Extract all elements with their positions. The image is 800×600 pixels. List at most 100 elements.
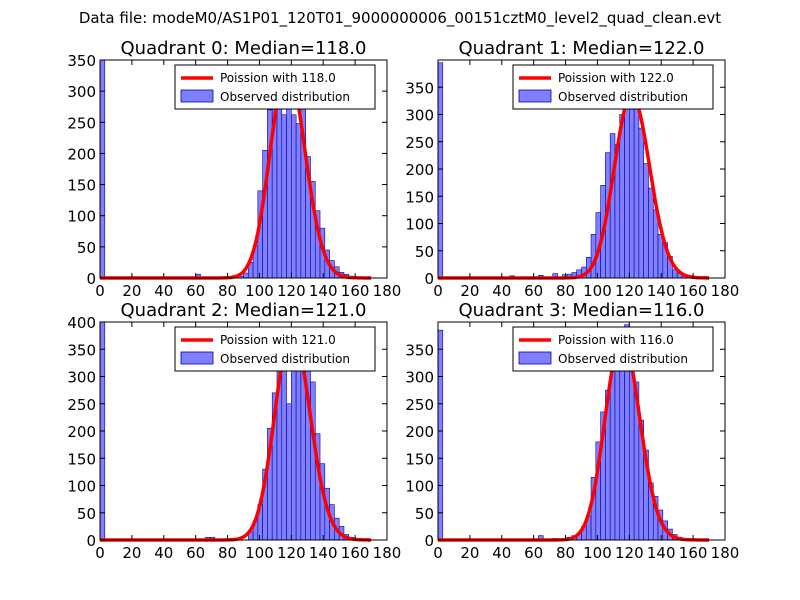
- y-tick-label: 350: [67, 341, 96, 359]
- x-tick-label: 80: [556, 544, 575, 562]
- x-tick-label: 140: [647, 544, 676, 562]
- subplot-quadrant-3: Quadrant 3: Median=116.00 20 40 60 80 100 120 1…: [405, 300, 739, 562]
- x-tick-label: 120: [615, 282, 644, 300]
- legend: Poission with 116.0 Observed distribution: [512, 326, 714, 372]
- y-tick-label: 0: [86, 270, 96, 288]
- legend-label-poisson: Poission with 122.0: [558, 71, 674, 85]
- histogram-bar: [437, 62, 444, 279]
- x-tick-label: 20: [122, 282, 141, 300]
- histogram-bar: [657, 234, 664, 279]
- x-tick-label: 0: [433, 544, 443, 562]
- x-tick-label: 120: [615, 544, 644, 562]
- y-tick-label: 50: [77, 505, 96, 523]
- subplot-quadrant-2: Quadrant 2: Median=121.00 20 40 60 80 100 120 1…: [67, 300, 401, 562]
- histogram-bar: [629, 370, 635, 541]
- histogram-bar: [295, 354, 302, 541]
- y-tick-label: 50: [415, 243, 434, 261]
- x-tick-label: 20: [122, 544, 141, 562]
- legend: Poission with 121.0 Observed distribution: [174, 326, 376, 372]
- legend-label-observed: Observed distribution: [558, 90, 688, 104]
- histogram-bar: [624, 103, 630, 279]
- y-tick-label: 150: [67, 450, 96, 468]
- x-tick-label: 160: [341, 282, 370, 300]
- x-tick-label: 60: [186, 544, 205, 562]
- y-tick-label: 150: [405, 188, 434, 206]
- histogram-bar: [638, 127, 644, 279]
- y-tick-label: 150: [67, 177, 96, 195]
- y-tick-label: 100: [405, 216, 434, 234]
- x-tick-label: 40: [154, 544, 173, 562]
- y-tick-label: 350: [67, 52, 96, 70]
- histogram-bar: [243, 272, 249, 279]
- x-tick-label: 160: [679, 544, 708, 562]
- y-tick-label: 200: [67, 423, 96, 441]
- histogram-bar: [648, 187, 654, 279]
- legend-bar-swatch: [518, 351, 552, 365]
- x-tick-label: 160: [679, 282, 708, 300]
- legend-label-poisson: Poission with 118.0: [220, 71, 336, 85]
- legend-label-observed: Observed distribution: [558, 352, 688, 366]
- x-tick-label: 180: [373, 282, 402, 300]
- x-tick-label: 0: [433, 282, 443, 300]
- y-tick-label: 300: [405, 369, 434, 387]
- y-tick-label: 0: [86, 532, 96, 550]
- subplot-title: Quadrant 1: Median=122.0: [459, 38, 705, 59]
- x-tick-label: 140: [647, 282, 676, 300]
- y-tick-label: 250: [405, 396, 434, 414]
- y-tick-label: 100: [67, 478, 96, 496]
- figure-title: Data file: modeM0/AS1P01_120T01_90000000…: [78, 9, 722, 27]
- subplot-quadrant-1: Quadrant 1: Median=122.00 20 40 60 80 100 120 1…: [405, 38, 739, 300]
- x-tick-label: 20: [460, 282, 479, 300]
- y-tick-label: 100: [405, 478, 434, 496]
- x-tick-label: 20: [460, 544, 479, 562]
- subplot-title: Quadrant 2: Median=121.0: [121, 300, 367, 321]
- histogram-bar: [619, 370, 625, 541]
- x-tick-label: 100: [583, 282, 612, 300]
- y-tick-label: 100: [67, 208, 96, 226]
- legend-label-observed: Observed distribution: [220, 90, 350, 104]
- legend-bar-swatch: [518, 89, 552, 103]
- y-tick-label: 250: [67, 114, 96, 132]
- y-tick-label: 50: [415, 505, 434, 523]
- poisson-curve: [437, 93, 710, 280]
- y-tick-label: 300: [67, 369, 96, 387]
- x-tick-label: 100: [583, 544, 612, 562]
- histogram-bar: [633, 92, 640, 279]
- x-tick-label: 140: [309, 544, 338, 562]
- histogram-bar: [281, 114, 287, 279]
- legend-bar-swatch: [180, 89, 214, 103]
- y-tick-label: 350: [405, 341, 434, 359]
- y-tick-label: 50: [77, 239, 96, 257]
- histogram-bar: [291, 354, 297, 541]
- x-tick-label: 40: [492, 544, 511, 562]
- histogram-bar: [291, 114, 297, 279]
- x-tick-label: 80: [218, 544, 237, 562]
- histogram-bar: [276, 98, 283, 279]
- x-tick-label: 40: [154, 282, 173, 300]
- x-tick-label: 160: [341, 544, 370, 562]
- y-tick-label: 200: [67, 145, 96, 163]
- histogram-bar: [310, 381, 316, 541]
- x-tick-label: 0: [95, 282, 105, 300]
- subplot-title: Quadrant 3: Median=116.0: [459, 300, 705, 321]
- histogram-bar: [609, 133, 616, 279]
- x-tick-label: 80: [218, 282, 237, 300]
- histogram-bar: [300, 368, 306, 541]
- x-tick-label: 0: [95, 544, 105, 562]
- y-tick-label: 300: [67, 83, 96, 101]
- x-tick-label: 60: [186, 282, 205, 300]
- x-tick-label: 60: [524, 544, 543, 562]
- x-tick-label: 140: [309, 282, 338, 300]
- legend-label-poisson: Poission with 121.0: [220, 333, 336, 347]
- x-tick-label: 40: [492, 282, 511, 300]
- y-tick-label: 0: [424, 532, 434, 550]
- x-tick-label: 180: [711, 544, 740, 562]
- legend-label-observed: Observed distribution: [220, 352, 350, 366]
- legend: Poission with 118.0 Observed distribution: [174, 64, 376, 110]
- y-tick-label: 250: [405, 134, 434, 152]
- histogram-bar: [281, 368, 287, 541]
- x-tick-label: 100: [245, 282, 274, 300]
- x-tick-label: 120: [277, 544, 306, 562]
- x-tick-label: 180: [373, 544, 402, 562]
